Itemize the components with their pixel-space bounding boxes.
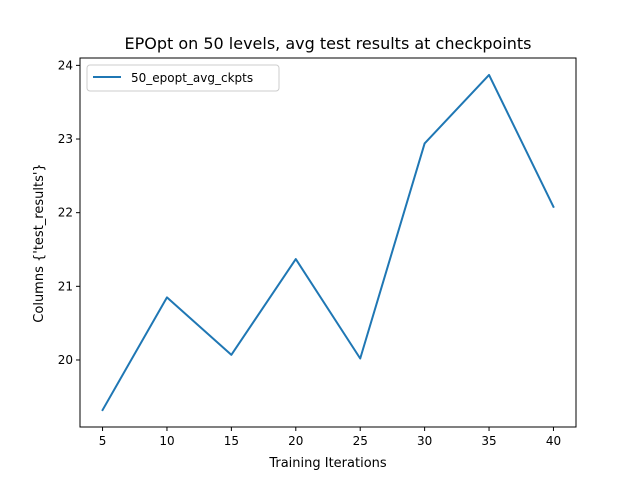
legend-label: 50_epopt_avg_ckpts	[131, 71, 253, 85]
x-tick-label: 35	[481, 434, 496, 448]
legend-box	[86, 64, 280, 92]
y-tick-label: 21	[58, 279, 73, 293]
y-tick-label: 20	[58, 353, 73, 367]
plot-area-frame	[79, 57, 577, 428]
axis-ticks: 5 10 15 20 25 30 35 40 20 21 22 23 24	[58, 58, 561, 448]
series-line	[101, 73, 555, 412]
series-layer	[101, 73, 555, 412]
y-tick-label: 24	[58, 58, 73, 72]
x-tick-label: 25	[353, 434, 368, 448]
x-tick-label: 20	[288, 434, 303, 448]
x-tick-label: 15	[224, 434, 239, 448]
x-axis-label: Training Iterations	[268, 456, 387, 471]
y-tick-label: 22	[58, 206, 73, 220]
x-tick-label: 5	[99, 434, 107, 448]
legend: 50_epopt_avg_ckpts	[86, 64, 280, 92]
x-tick-label: 40	[546, 434, 561, 448]
x-tick-label: 10	[159, 434, 174, 448]
y-axis-label: Columns {'test_results'}	[32, 163, 47, 322]
x-tick-label: 30	[417, 434, 432, 448]
y-tick-label: 23	[58, 132, 73, 146]
chart-title: EPOpt on 50 levels, avg test results at …	[124, 34, 531, 53]
